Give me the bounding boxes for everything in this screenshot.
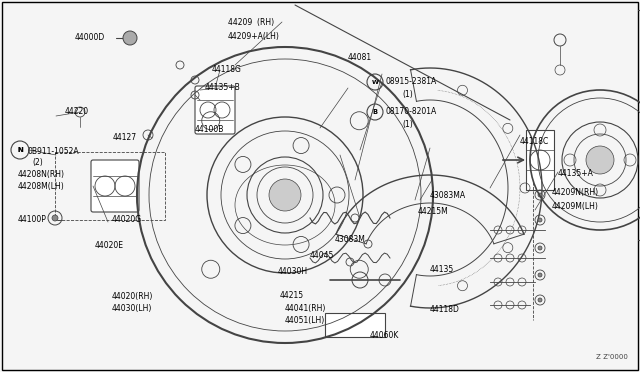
Text: 44135+A: 44135+A	[558, 170, 594, 179]
Text: (2): (2)	[32, 158, 43, 167]
Text: 44209  (RH): 44209 (RH)	[228, 17, 274, 26]
Text: 44041(RH): 44041(RH)	[285, 304, 326, 312]
Text: 44020G: 44020G	[112, 215, 142, 224]
Text: 44215: 44215	[280, 291, 304, 299]
Text: 08170-8201A: 08170-8201A	[385, 108, 436, 116]
Text: 44030(LH): 44030(LH)	[112, 304, 152, 312]
Text: (1): (1)	[402, 90, 413, 99]
FancyBboxPatch shape	[195, 86, 235, 134]
Text: 44209M(LH): 44209M(LH)	[552, 202, 599, 211]
Text: 44220: 44220	[65, 108, 89, 116]
Text: 44118G: 44118G	[212, 65, 242, 74]
Text: 44060K: 44060K	[370, 330, 399, 340]
Text: Z Z'0000: Z Z'0000	[596, 354, 628, 360]
Text: 08915-2381A: 08915-2381A	[385, 77, 436, 87]
Circle shape	[538, 246, 542, 250]
Text: 44020E: 44020E	[95, 241, 124, 250]
Text: 44127: 44127	[113, 134, 137, 142]
Circle shape	[538, 273, 542, 277]
Circle shape	[123, 31, 137, 45]
Text: 44118D: 44118D	[430, 305, 460, 314]
Text: 44208N(RH): 44208N(RH)	[18, 170, 65, 179]
Text: 44118C: 44118C	[520, 138, 549, 147]
FancyBboxPatch shape	[526, 130, 554, 190]
Text: 43083M: 43083M	[335, 235, 366, 244]
Text: 0B911-1052A: 0B911-1052A	[28, 148, 79, 157]
Circle shape	[52, 215, 58, 221]
Circle shape	[269, 179, 301, 211]
Text: B: B	[372, 109, 378, 115]
Text: 44209N(RH): 44209N(RH)	[552, 187, 599, 196]
Bar	[55, 152, 165, 220]
Text: 44051(LH): 44051(LH)	[285, 315, 325, 324]
Text: 44135: 44135	[430, 266, 454, 275]
Text: 44215M: 44215M	[418, 208, 449, 217]
FancyBboxPatch shape	[91, 160, 139, 212]
Bar	[325, 313, 385, 337]
Text: 44135+B: 44135+B	[205, 83, 241, 93]
Circle shape	[538, 298, 542, 302]
Text: 44209+A(LH): 44209+A(LH)	[228, 32, 280, 41]
Text: 44000D: 44000D	[75, 33, 105, 42]
Text: 44045: 44045	[310, 250, 334, 260]
Text: N: N	[17, 147, 23, 153]
Text: 44030H: 44030H	[278, 267, 308, 276]
Circle shape	[586, 146, 614, 174]
Text: (1): (1)	[402, 119, 413, 128]
Text: 44100P: 44100P	[18, 215, 47, 224]
Text: 44081: 44081	[348, 54, 372, 62]
Text: 44100B: 44100B	[195, 125, 225, 135]
Text: 43083MA: 43083MA	[430, 190, 466, 199]
Circle shape	[538, 193, 542, 197]
Text: 44020(RH): 44020(RH)	[112, 292, 154, 301]
Circle shape	[538, 218, 542, 222]
Text: N: N	[17, 147, 22, 153]
Text: W: W	[372, 80, 378, 84]
Text: 44208M(LH): 44208M(LH)	[18, 182, 65, 190]
